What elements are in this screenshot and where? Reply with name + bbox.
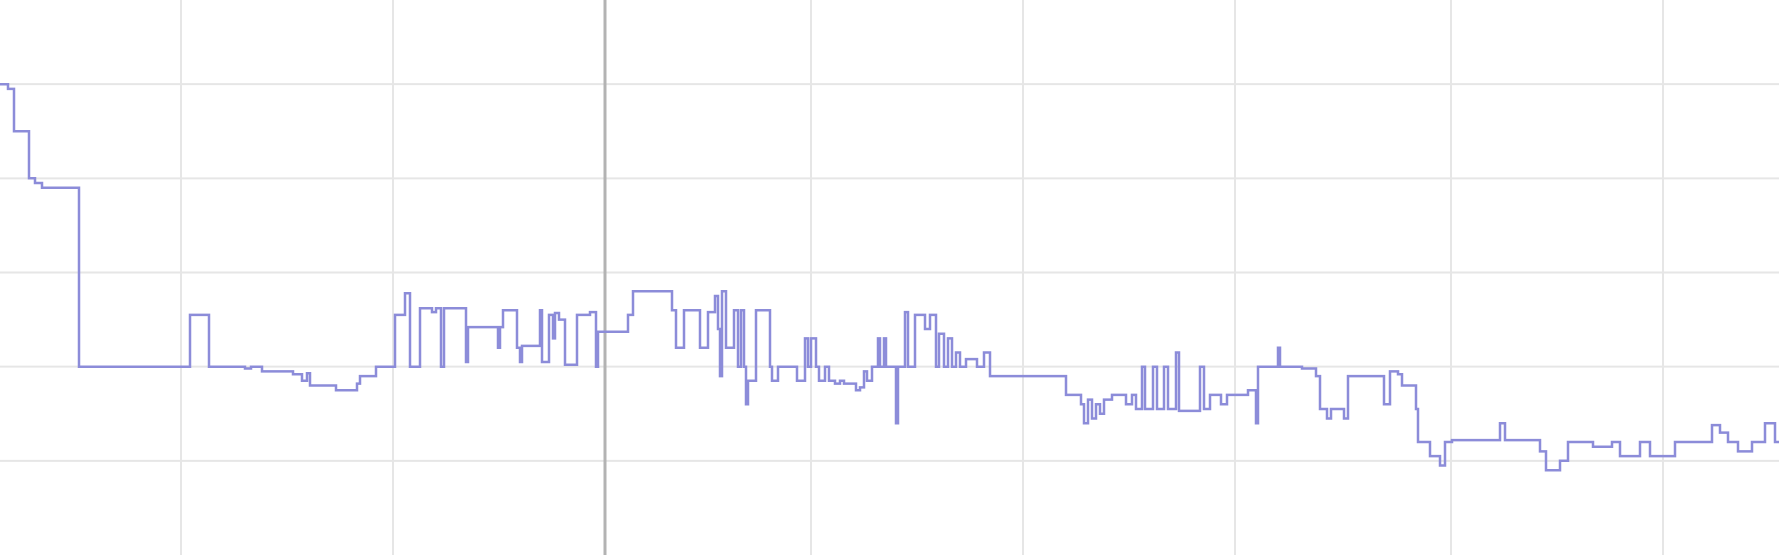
series-line	[0, 82, 1779, 472]
series-layer	[0, 82, 1779, 472]
